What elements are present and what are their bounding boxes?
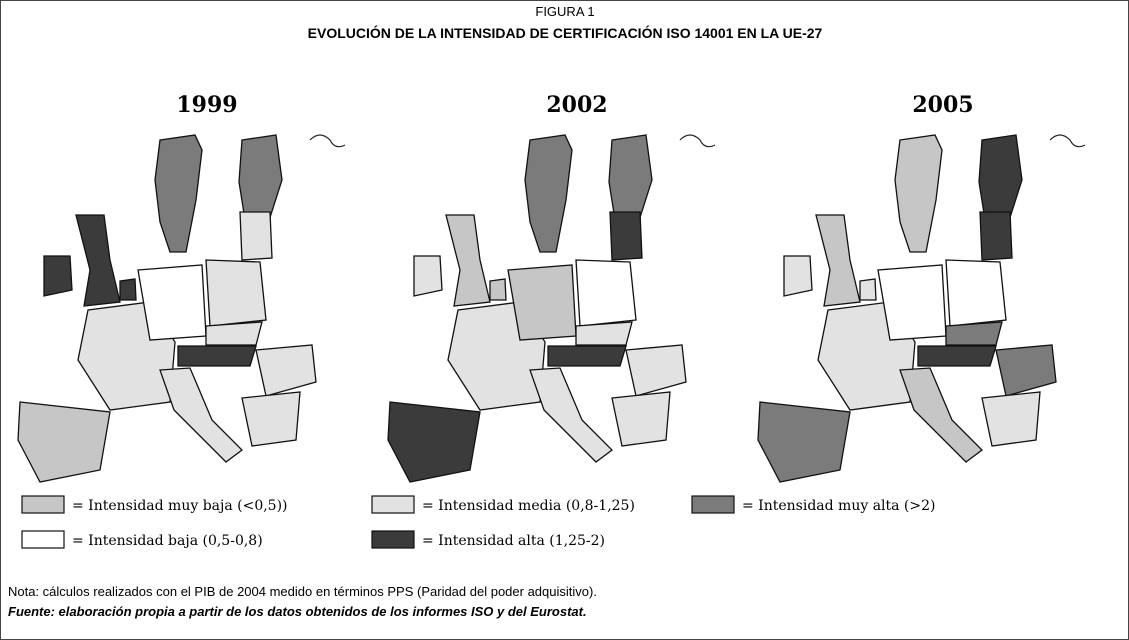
region (877, 264, 947, 341)
figure-title: EVOLUCIÓN DE LA INTENSIDAD DE CERTIFICAC… (308, 24, 823, 41)
region (625, 344, 687, 397)
region (894, 134, 943, 253)
region (859, 278, 877, 301)
region (899, 367, 983, 463)
map (757, 134, 1086, 483)
legend-label: = Intensidad baja (0,5-0,8) (72, 533, 263, 549)
map-year: 2005 (912, 92, 973, 118)
legend-swatch (371, 495, 415, 514)
legend-label: = Intensidad alta (1,25-2) (422, 533, 605, 549)
region (387, 401, 481, 483)
region (945, 259, 1007, 327)
note: Nota: cálculos realizados con el PIB de … (8, 584, 597, 599)
region (917, 345, 997, 367)
coast-detail (1049, 134, 1086, 148)
legend-swatch (21, 495, 65, 514)
region (507, 264, 577, 341)
region (239, 211, 273, 261)
legend-label: = Intensidad muy alta (>2) (742, 498, 936, 514)
coast-detail (679, 134, 716, 148)
region (757, 401, 851, 483)
legend-swatch (691, 495, 735, 514)
region (159, 367, 243, 463)
legend-swatch (21, 530, 65, 549)
map-year: 1999 (176, 92, 237, 118)
region (575, 321, 633, 346)
region (43, 255, 73, 297)
legend-label: = Intensidad muy baja (<0,5)) (72, 498, 288, 514)
region (995, 344, 1057, 397)
region (17, 401, 111, 483)
region (815, 214, 861, 307)
region (524, 134, 573, 253)
region (241, 391, 301, 447)
legend-label: = Intensidad media (0,8-1,25) (422, 498, 635, 514)
region (529, 367, 613, 463)
legend-swatch (371, 530, 415, 549)
region (981, 391, 1041, 447)
region (255, 344, 317, 397)
figure-label: FIGURA 1 (535, 4, 594, 19)
region (75, 214, 121, 307)
region (137, 264, 207, 341)
source: Fuente: elaboración propia a partir de l… (8, 604, 587, 619)
map (17, 134, 346, 483)
region (205, 321, 263, 346)
region (205, 259, 267, 327)
coast-detail (309, 134, 346, 148)
region (413, 255, 443, 297)
region (979, 211, 1013, 261)
region (609, 211, 643, 261)
region (177, 345, 257, 367)
region (445, 214, 491, 307)
region (547, 345, 627, 367)
region (611, 391, 671, 447)
legend: = Intensidad muy baja (<0,5)) = Intensida… (21, 495, 936, 549)
map (387, 134, 716, 483)
map-year: 2002 (546, 92, 607, 118)
region (945, 321, 1003, 346)
region (489, 278, 507, 301)
region (154, 134, 203, 253)
region (783, 255, 813, 297)
region (575, 259, 637, 327)
region (119, 278, 137, 301)
maps: 1999 2002 2005 (17, 92, 1086, 483)
